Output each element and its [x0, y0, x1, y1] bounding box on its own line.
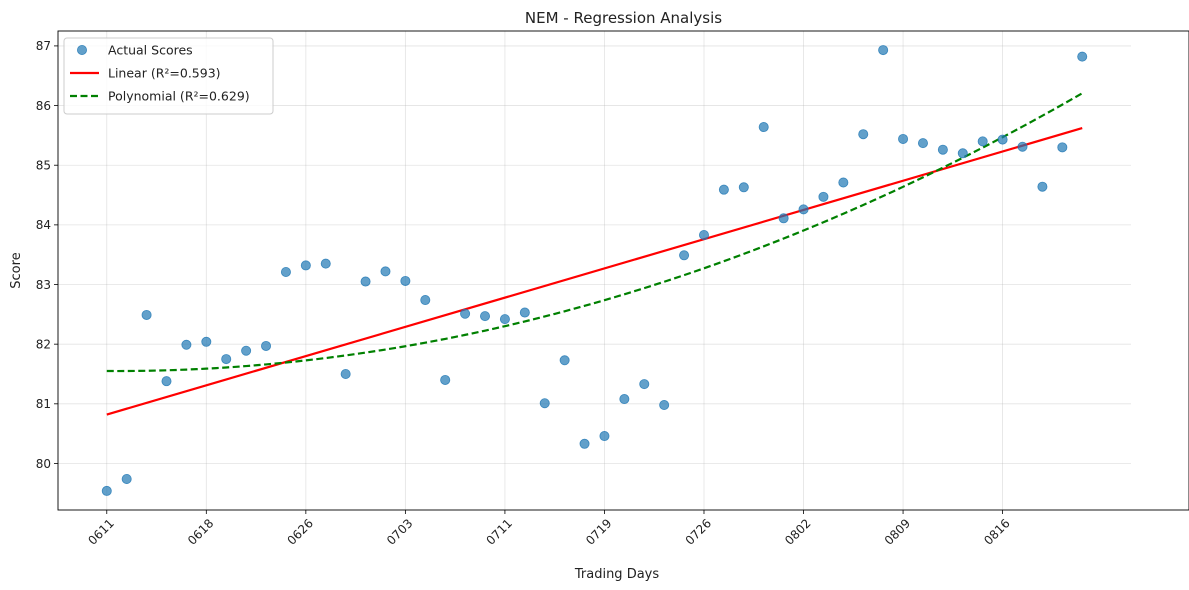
y-axis-title: Score — [9, 252, 24, 288]
data-point — [917, 138, 928, 149]
data-point — [858, 129, 869, 140]
data-point — [221, 354, 232, 365]
data-point — [201, 336, 212, 347]
data-point — [778, 213, 789, 224]
data-point — [101, 485, 112, 496]
legend-label-polynomial: Polynomial (R²=0.629) — [108, 89, 250, 104]
data-point — [559, 355, 570, 366]
y-tick-label: 81 — [36, 397, 51, 411]
data-point — [161, 376, 172, 387]
legend-marker-actual — [77, 45, 88, 56]
data-point — [818, 191, 829, 202]
data-point — [300, 260, 311, 271]
data-point — [957, 148, 968, 159]
data-point — [977, 136, 988, 147]
data-point — [420, 295, 431, 306]
data-point — [698, 230, 709, 241]
y-tick-label: 82 — [36, 337, 51, 351]
data-point — [1037, 181, 1048, 192]
data-point — [1017, 141, 1028, 152]
y-axis-ticks: 80 81 82 83 84 85 86 87 — [36, 39, 58, 471]
data-point — [539, 398, 550, 409]
data-point — [380, 266, 391, 277]
data-point — [241, 345, 252, 356]
data-point — [320, 258, 331, 269]
fit-lines — [106, 92, 1083, 416]
data-point — [440, 374, 451, 385]
linear-fit-line — [106, 127, 1083, 416]
legend-label-actual: Actual Scores — [108, 43, 193, 58]
data-point — [679, 250, 690, 261]
y-tick-label: 83 — [36, 278, 51, 292]
data-point — [937, 144, 948, 155]
data-point — [460, 308, 471, 319]
y-tick-label: 87 — [36, 39, 51, 53]
chart-title: NEM - Regression Analysis — [525, 9, 722, 27]
y-tick-label: 85 — [36, 159, 51, 173]
data-point — [599, 431, 610, 442]
plot-frame — [57, 30, 1189, 511]
data-point — [360, 276, 371, 287]
data-point — [838, 177, 849, 188]
data-point — [639, 379, 650, 390]
data-point — [878, 45, 889, 56]
data-point — [758, 122, 769, 133]
data-point — [181, 339, 192, 350]
data-point — [718, 184, 729, 195]
data-point — [898, 133, 909, 144]
data-point — [579, 438, 590, 449]
data-point — [121, 473, 132, 484]
scatter-points — [101, 45, 1088, 496]
legend: Actual Scores Linear (R²=0.593) Polynomi… — [63, 37, 274, 115]
data-point — [1057, 142, 1068, 153]
legend-label-linear: Linear (R²=0.593) — [108, 66, 221, 81]
data-point — [261, 340, 272, 351]
polynomial-fit-line — [106, 92, 1083, 373]
data-point — [738, 182, 749, 193]
x-axis-title: Trading Days — [574, 567, 659, 582]
y-tick-label: 86 — [36, 99, 51, 113]
data-point — [619, 394, 630, 405]
grid — [58, 31, 1131, 510]
data-point — [340, 368, 351, 379]
data-point — [659, 400, 670, 411]
data-point — [798, 204, 809, 215]
data-point — [400, 275, 411, 286]
data-point — [280, 266, 291, 277]
legend-box — [63, 37, 274, 115]
y-tick-label: 84 — [36, 218, 51, 232]
data-point — [997, 134, 1008, 145]
data-point — [519, 307, 530, 318]
data-point — [480, 311, 491, 322]
data-point — [499, 314, 510, 325]
y-tick-label: 80 — [36, 457, 51, 471]
data-point — [141, 309, 152, 320]
data-point — [1077, 51, 1088, 62]
